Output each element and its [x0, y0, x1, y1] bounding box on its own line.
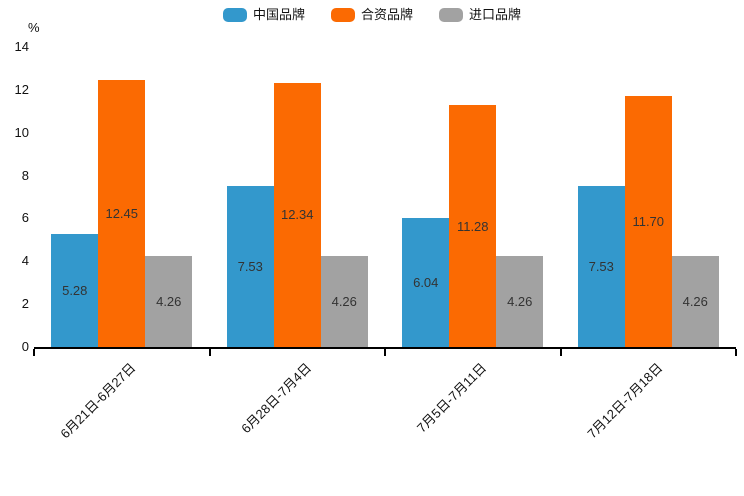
bar-group-1: 7.53 12.34 4.26 — [210, 47, 386, 347]
bar-中国品牌-1: 7.53 — [226, 185, 274, 347]
legend-swatch-icon — [439, 8, 463, 22]
bar-合资品牌-1: 12.34 — [273, 82, 321, 347]
bar-合资品牌-3: 11.70 — [624, 96, 672, 347]
bar-value-label: 4.26 — [682, 293, 708, 309]
x-tick-label: 7月12日-7月18日 — [583, 360, 665, 442]
y-tick-label: 0 — [21, 339, 29, 354]
bar-进口品牌-1: 4.26 — [320, 255, 368, 347]
x-axis-tick — [208, 349, 211, 356]
x-axis-tick — [559, 349, 562, 356]
bar-value-label: 7.53 — [588, 258, 614, 274]
x-axis-tick — [735, 349, 737, 356]
bar-value-label: 6.04 — [413, 274, 439, 290]
legend-swatch-icon — [222, 8, 247, 22]
legend-label: 合资品牌 — [360, 7, 413, 22]
y-tick-label: 4 — [21, 253, 29, 269]
bar-group-0: 5.28 12.45 4.26 — [34, 47, 210, 347]
legend-label: 中国品牌 — [252, 7, 305, 22]
bar-value-label: 11.28 — [456, 218, 489, 234]
bar-中国品牌-3: 7.53 — [577, 185, 625, 347]
y-tick-label: 8 — [21, 167, 29, 183]
legend-label: 进口品牌 — [469, 7, 522, 22]
y-axis: 0 2 4 6 8 10 12 14 — [0, 40, 29, 354]
plot-area: 5.28 12.45 4.26 7.53 12.34 4.26 6.04 11.28 4.26 7… — [33, 47, 737, 356]
bar-进口品牌-2: 4.26 — [496, 255, 544, 347]
legend-swatch-icon — [330, 8, 355, 22]
x-axis-tick — [384, 349, 386, 356]
bar-value-label: 5.28 — [62, 282, 88, 298]
legend-item-series-1[interactable]: 合资品牌 — [330, 7, 413, 22]
y-tick-label: 10 — [14, 124, 29, 140]
bar-进口品牌-0: 4.26 — [145, 255, 193, 347]
legend-item-series-2[interactable]: 进口品牌 — [439, 8, 521, 22]
bar-value-label: 7.53 — [237, 258, 263, 274]
bar-value-label: 11.70 — [632, 214, 665, 230]
bar-value-label: 4.26 — [331, 293, 357, 309]
bar-中国品牌-2: 6.04 — [402, 217, 450, 347]
y-axis-unit-label: % — [28, 20, 40, 35]
y-tick-label: 6 — [21, 210, 29, 226]
bar-group-3: 7.53 11.70 4.26 — [561, 47, 737, 347]
bar-value-label: 4.26 — [507, 293, 533, 309]
bar-value-label: 4.26 — [156, 293, 182, 309]
bar-group-2: 6.04 11.28 4.26 — [385, 47, 561, 347]
y-tick-label: 12 — [14, 81, 29, 97]
chart-legend: 中国品牌 合资品牌 进口品牌 — [0, 8, 744, 22]
y-tick-label: 2 — [21, 296, 29, 312]
bar-groups: 5.28 12.45 4.26 7.53 12.34 4.26 6.04 11.28 4.26 7… — [34, 47, 736, 347]
x-tick-label: 6月21日-6月27日 — [57, 360, 139, 442]
bar-合资品牌-2: 11.28 — [449, 105, 497, 347]
x-tick-label: 6月28日-7月4日 — [237, 360, 314, 437]
bar-进口品牌-3: 4.26 — [671, 255, 719, 347]
bar-合资品牌-0: 12.45 — [98, 80, 146, 347]
x-axis-tick — [33, 349, 35, 356]
bar-value-label: 12.34 — [280, 207, 314, 223]
bar-value-label: 12.45 — [105, 206, 139, 222]
x-tick-label: 7月5日-7月11日 — [414, 360, 490, 436]
y-tick-label: 14 — [14, 39, 29, 54]
legend-item-series-0[interactable]: 中国品牌 — [222, 7, 305, 22]
bar-中国品牌-0: 5.28 — [51, 233, 99, 347]
